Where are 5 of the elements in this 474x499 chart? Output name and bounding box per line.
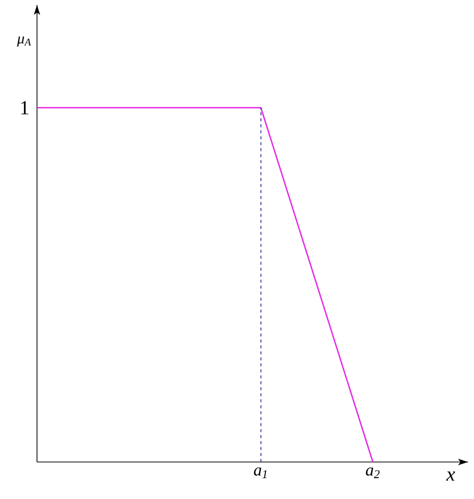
x-axis-title: x <box>446 472 456 481</box>
y-axis-title: μ$_{A}$ <box>17 36 32 47</box>
x-tick-label: a$_{2}$ <box>366 468 380 478</box>
x-tick-label: a$_{1}$ <box>254 468 267 478</box>
text: 1 <box>21 101 28 114</box>
